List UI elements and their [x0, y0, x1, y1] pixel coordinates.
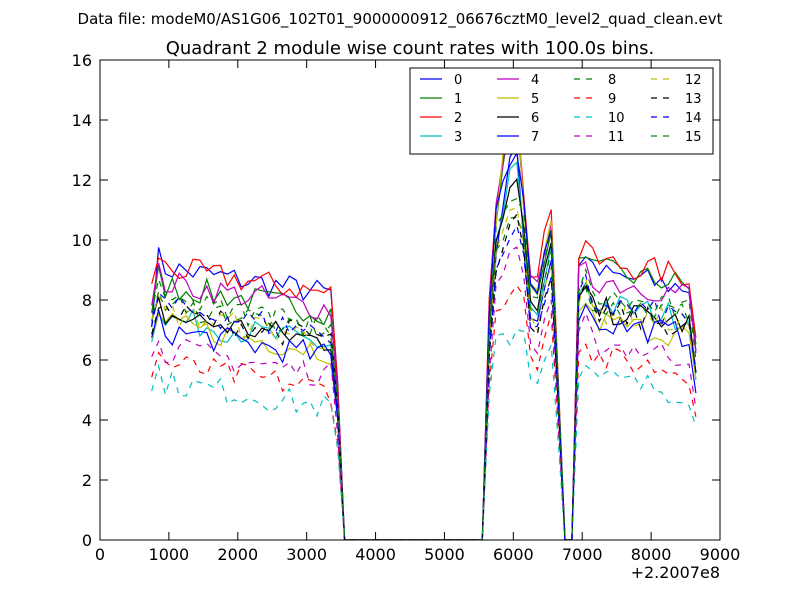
legend-label-4: 4 [531, 73, 539, 88]
x-tick-label: 9000 [700, 545, 741, 564]
legend-label-7: 7 [531, 130, 539, 145]
y-tick-label: 8 [82, 291, 92, 310]
x-offset-label: +2.2007e8 [631, 563, 720, 582]
series-line-7 [151, 151, 697, 540]
series-line-10 [151, 328, 697, 540]
y-tick-label: 10 [72, 231, 92, 250]
x-tick-label: 6000 [493, 545, 534, 564]
series-line-2 [151, 103, 697, 540]
legend-label-1: 1 [454, 92, 462, 107]
legend-label-0: 0 [454, 73, 462, 88]
legend-label-12: 12 [685, 73, 702, 88]
y-tick-label: 0 [82, 531, 92, 550]
y-tick-label: 6 [82, 351, 92, 370]
legend-label-10: 10 [608, 111, 625, 126]
x-tick-label: 0 [95, 545, 105, 564]
series-line-3 [151, 160, 697, 540]
series-line-4 [151, 104, 697, 540]
series-line-13 [151, 212, 697, 540]
y-tick-label: 14 [72, 111, 92, 130]
x-tick-label: 3000 [286, 545, 327, 564]
y-tick-label: 2 [82, 471, 92, 490]
axes-group: 0 1000 2000 3000 4000 5000 6000 7000 8000 9000 0 2 4… [72, 51, 741, 564]
y-tick-label: 4 [82, 411, 92, 430]
legend-label-2: 2 [454, 111, 462, 126]
series-line-14 [151, 223, 697, 540]
legend-label-13: 13 [685, 92, 702, 107]
x-tick-label: 8000 [631, 545, 672, 564]
x-tick-label: 5000 [424, 545, 465, 564]
series-line-0 [151, 144, 697, 540]
series-line-12 [151, 206, 697, 540]
x-tick-label: 4000 [355, 545, 396, 564]
series-group [151, 93, 697, 540]
x-tick-label: 1000 [149, 545, 190, 564]
series-line-11 [151, 246, 697, 540]
legend-label-15: 15 [685, 130, 702, 145]
series-line-6 [151, 177, 697, 540]
legend-label-5: 5 [531, 92, 539, 107]
legend-label-8: 8 [608, 73, 616, 88]
legend-label-3: 3 [454, 130, 462, 145]
y-tick-label: 16 [72, 51, 92, 70]
x-tick-label: 2000 [217, 545, 258, 564]
y-tick-label: 12 [72, 171, 92, 190]
legend-label-6: 6 [531, 111, 539, 126]
series-line-8 [151, 216, 697, 540]
legend-label-14: 14 [685, 111, 702, 126]
chart-suptitle: Data file: modeM0/AS1G06_102T01_90000009… [78, 10, 723, 29]
legend-box [409, 67, 714, 155]
legend-label-9: 9 [608, 92, 616, 107]
x-tick-label: 7000 [562, 545, 603, 564]
chart-title: Quadrant 2 module wise count rates with … [166, 38, 655, 59]
legend-label-11: 11 [608, 130, 625, 145]
